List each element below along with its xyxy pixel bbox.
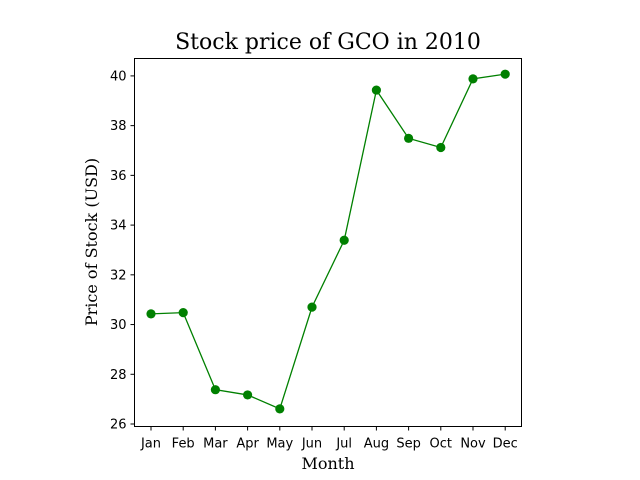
y-tick-label: 36	[110, 169, 127, 184]
plot-area-frame	[134, 58, 522, 427]
x-tick-label: Oct	[430, 437, 452, 452]
data-point	[146, 309, 156, 319]
data-point	[436, 142, 446, 153]
x-tick-label: Mar	[203, 437, 228, 452]
x-tick-label: Sep	[396, 437, 421, 452]
x-tick-label: Dec	[493, 437, 518, 452]
data-point	[468, 74, 478, 84]
series-line	[150, 73, 506, 410]
x-tick-label: Jul	[335, 437, 352, 452]
y-tick-label: 26	[110, 418, 127, 433]
data-point	[243, 390, 253, 400]
x-axis: Jan Feb Mar Apr May Jun Jul Aug Sep Oct Nov Dec	[140, 426, 518, 452]
chart-title: Stock price of GCO in 2010	[175, 30, 481, 55]
x-tick-label: May	[266, 437, 293, 452]
y-tick-label: 32	[110, 268, 127, 283]
x-tick-label: Jan	[140, 437, 161, 452]
data-point	[500, 69, 510, 79]
data-point	[404, 133, 414, 143]
data-point	[339, 235, 349, 245]
data-point	[371, 85, 381, 95]
data-point	[178, 308, 188, 318]
y-tick-label: 40	[110, 69, 127, 84]
y-tick-label: 30	[110, 318, 127, 333]
series-points	[146, 69, 510, 414]
x-axis-label: Month	[301, 454, 354, 473]
x-tick-label: Apr	[236, 437, 259, 452]
data-point	[307, 302, 317, 312]
y-tick-label: 28	[110, 368, 127, 383]
x-tick-label: Feb	[172, 437, 195, 452]
y-axis-label: Price of Stock (USD)	[82, 158, 101, 326]
x-tick-label: Aug	[364, 437, 389, 452]
y-axis: 26 28 30 32 34 36 38 40	[110, 69, 135, 433]
data-point	[275, 404, 285, 414]
y-tick-label: 38	[110, 119, 127, 134]
y-tick-label: 34	[110, 219, 127, 234]
data-point	[210, 385, 220, 395]
x-tick-label: Nov	[460, 437, 486, 452]
x-tick-label: Jun	[301, 437, 322, 452]
